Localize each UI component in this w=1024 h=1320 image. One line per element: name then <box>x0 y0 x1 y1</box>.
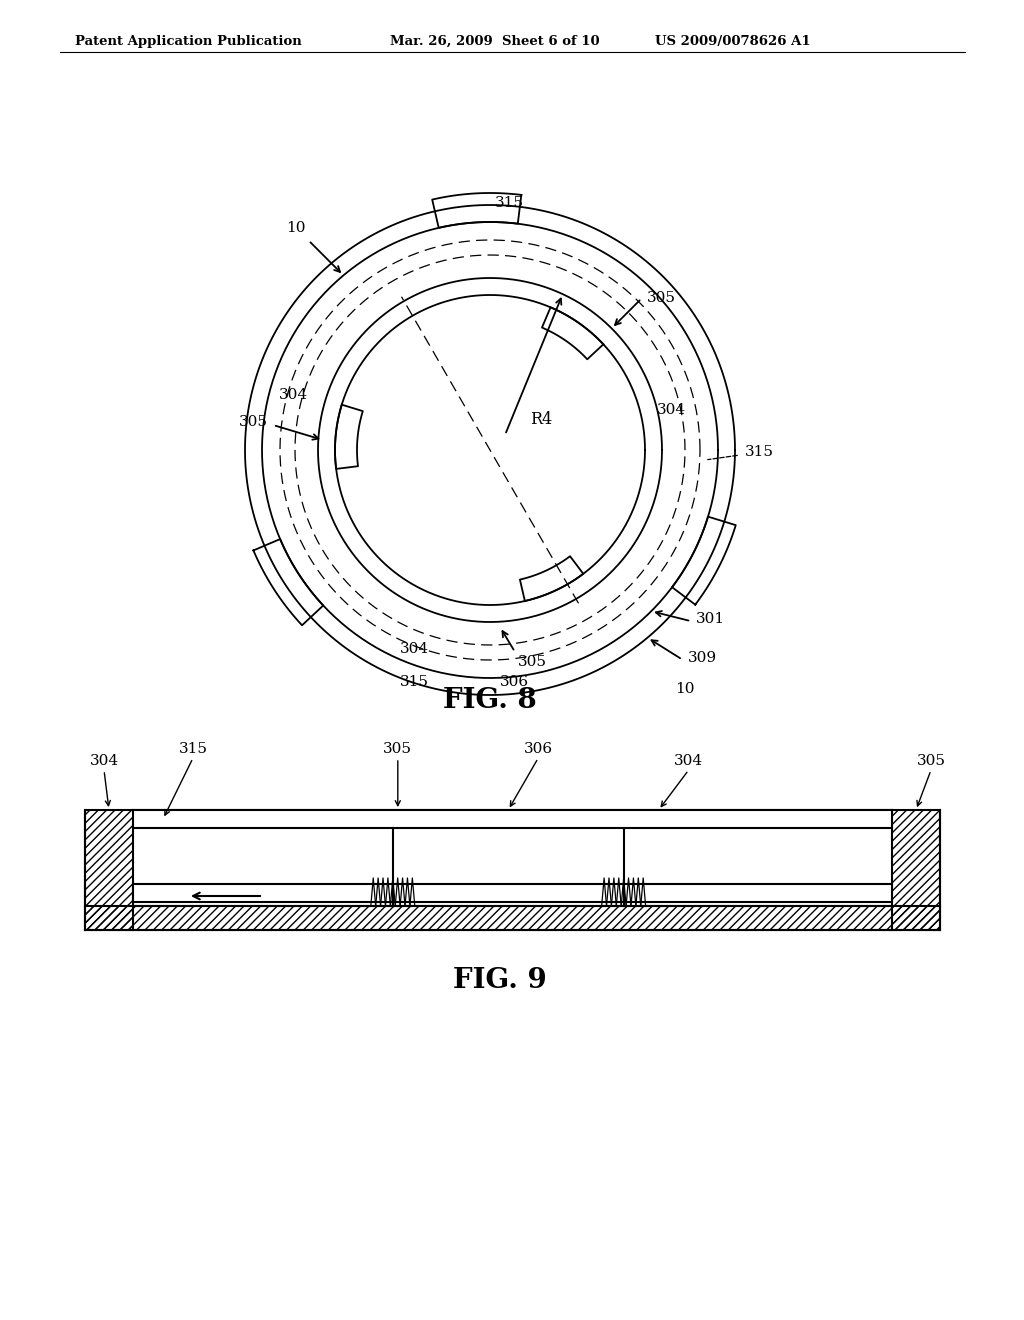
Text: 305: 305 <box>916 754 945 768</box>
Text: Mar. 26, 2009  Sheet 6 of 10: Mar. 26, 2009 Sheet 6 of 10 <box>390 36 600 48</box>
Bar <box>892 810 940 931</box>
Text: 305: 305 <box>383 742 413 756</box>
Text: 305: 305 <box>518 655 547 669</box>
Text: R4: R4 <box>530 412 552 429</box>
Text: 315: 315 <box>745 445 774 459</box>
Text: 304: 304 <box>400 642 429 656</box>
Text: 315: 315 <box>495 195 524 210</box>
Bar <box>133 884 892 902</box>
Text: 304: 304 <box>89 754 119 768</box>
Text: 305: 305 <box>646 292 676 305</box>
Text: 315: 315 <box>178 742 208 756</box>
Text: 304: 304 <box>279 388 308 403</box>
Bar <box>85 810 133 931</box>
Bar <box>133 810 892 828</box>
Text: FIG. 9: FIG. 9 <box>454 966 547 994</box>
Text: 309: 309 <box>687 651 717 665</box>
Text: 305: 305 <box>239 414 268 429</box>
Bar <box>85 906 940 931</box>
Text: 10: 10 <box>676 681 695 696</box>
Text: 10: 10 <box>286 222 305 235</box>
Text: 315: 315 <box>400 675 429 689</box>
Text: US 2009/0078626 A1: US 2009/0078626 A1 <box>655 36 811 48</box>
Text: 301: 301 <box>696 612 725 626</box>
Text: 306: 306 <box>500 675 529 689</box>
Text: FIG. 8: FIG. 8 <box>443 686 537 714</box>
Bar <box>85 810 940 931</box>
Text: Patent Application Publication: Patent Application Publication <box>75 36 302 48</box>
Text: 304: 304 <box>657 403 686 417</box>
Text: 304: 304 <box>674 754 703 768</box>
Text: 306: 306 <box>523 742 553 756</box>
